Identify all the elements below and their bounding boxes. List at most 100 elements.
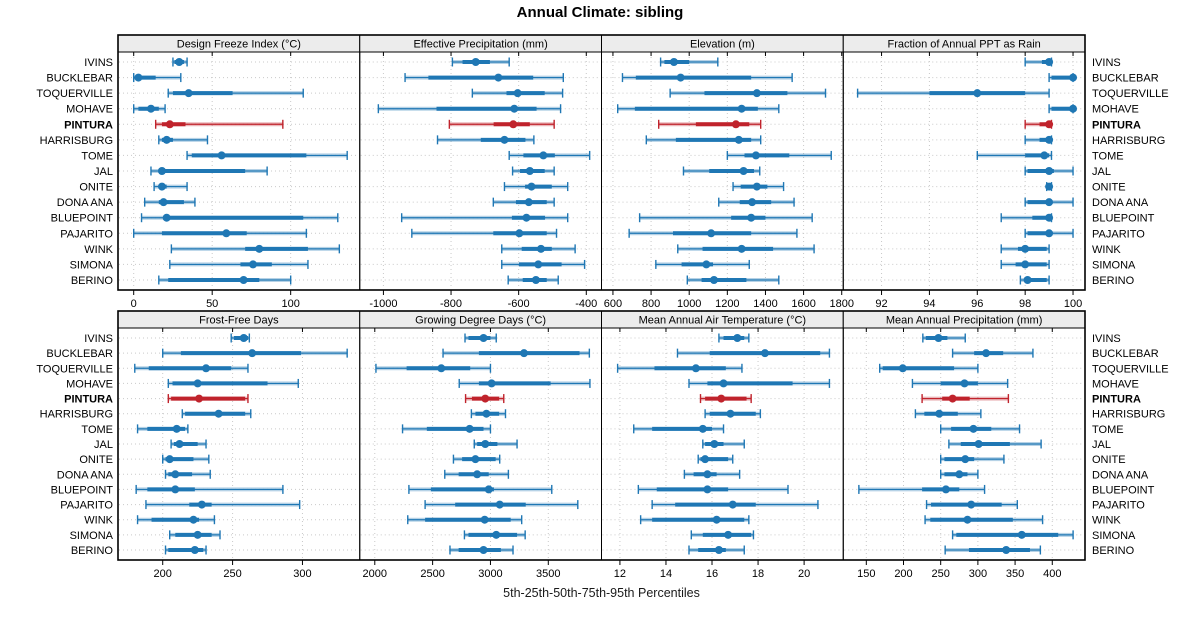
tick-label: 600 xyxy=(604,298,622,310)
percentile-row xyxy=(617,104,780,114)
station-label-left: JAL xyxy=(94,439,113,451)
tick-label: 300 xyxy=(969,568,987,580)
percentile-row xyxy=(911,378,1009,388)
station-label-right: MOHAVE xyxy=(1092,104,1139,116)
tick-label: 150 xyxy=(857,568,875,580)
station-label-left: MOHAVE xyxy=(66,378,113,390)
median-dot xyxy=(222,229,231,238)
median-dot xyxy=(239,334,248,342)
tick-label: 18 xyxy=(752,568,764,580)
median-dot xyxy=(1040,151,1049,160)
median-dot xyxy=(162,213,171,222)
percentile-row xyxy=(436,135,535,145)
panel-strip-title: Design Freeze Index (°C) xyxy=(177,39,301,51)
median-dot xyxy=(1045,198,1054,207)
tick-label: 100 xyxy=(281,298,299,310)
row-outline xyxy=(117,310,1086,561)
percentile-row xyxy=(682,166,761,176)
percentile-row xyxy=(939,454,1005,464)
percentile-row xyxy=(669,88,827,98)
median-dot xyxy=(165,120,174,129)
median-dot xyxy=(752,89,761,98)
percentile-row xyxy=(686,275,780,285)
station-label-left: JAL xyxy=(94,166,113,178)
panel: Mean Annual Precipitation (mm) 150 200 250 3… xyxy=(842,310,1086,580)
median-dot xyxy=(471,58,480,66)
station-label-right: BERINO xyxy=(1092,275,1135,287)
median-dot xyxy=(714,546,723,554)
percentile-row xyxy=(1024,119,1054,129)
percentile-row xyxy=(448,119,555,129)
percentile-row xyxy=(470,409,507,419)
tick-label: 2500 xyxy=(420,568,444,580)
median-dot xyxy=(494,73,503,82)
station-label-right: JAL xyxy=(1092,439,1111,451)
percentile-row xyxy=(1024,228,1074,238)
station-label-left: PAJARITO xyxy=(60,228,113,240)
station-label-right: IVINS xyxy=(1092,333,1121,345)
median-dot xyxy=(162,135,171,144)
percentile-row xyxy=(704,409,762,419)
percentile-row xyxy=(638,213,813,223)
median-dot xyxy=(539,151,548,160)
percentile-row xyxy=(688,545,745,555)
station-label-right: HARRISBURG xyxy=(1092,135,1165,147)
percentile-row xyxy=(401,424,492,434)
median-dot xyxy=(1045,120,1054,129)
percentile-row xyxy=(411,228,558,238)
median-dot xyxy=(702,260,711,269)
median-dot xyxy=(255,244,264,253)
median-dot xyxy=(709,276,718,284)
tick-label: 12 xyxy=(614,568,626,580)
percentile-row xyxy=(181,409,252,419)
station-label-left: WINK xyxy=(84,244,113,256)
percentile-row xyxy=(508,150,591,160)
panel: Elevation (m) 600 800 1000 1200 1400 1600 1800 xyxy=(601,34,854,310)
median-dot xyxy=(1023,276,1032,284)
percentile-row xyxy=(655,259,750,269)
percentile-row xyxy=(856,88,1050,98)
percentile-row xyxy=(473,439,518,449)
median-dot xyxy=(701,455,710,464)
percentile-row xyxy=(1048,104,1078,114)
median-dot xyxy=(1045,182,1054,191)
panel: Effective Precipitation (mm) -1000 -800 -60… xyxy=(359,34,602,310)
percentile-row xyxy=(169,259,309,269)
median-dot xyxy=(967,500,976,509)
station-label-right: PINTURA xyxy=(1092,394,1141,406)
tick-label: 250 xyxy=(932,568,950,580)
station-label-left: ONITE xyxy=(79,454,113,466)
median-dot xyxy=(703,485,712,494)
percentile-row xyxy=(471,88,564,98)
station-label-left: PINTURA xyxy=(64,394,113,406)
percentile-row xyxy=(858,484,986,494)
station-label-right: PINTURA xyxy=(1092,119,1141,131)
percentile-row xyxy=(186,150,348,160)
median-dot xyxy=(481,394,490,403)
axis-caption: 5th-25th-50th-75th-95th Percentiles xyxy=(503,586,700,600)
tick-label: -800 xyxy=(440,298,462,310)
median-dot xyxy=(193,379,202,388)
percentile-row xyxy=(167,394,249,404)
percentile-row xyxy=(645,135,762,145)
percentile-row xyxy=(444,469,510,479)
station-label-left: IVINS xyxy=(84,333,113,345)
station-label-left: BLUEPOINT xyxy=(51,484,114,496)
percentile-row xyxy=(458,378,591,388)
station-label-right: SIMONA xyxy=(1092,530,1136,542)
percentile-row xyxy=(503,182,569,192)
percentile-row xyxy=(718,333,750,343)
station-label-right: PAJARITO xyxy=(1092,500,1145,512)
median-dot xyxy=(969,424,978,433)
percentile-row xyxy=(688,378,831,388)
median-dot xyxy=(1045,213,1054,222)
median-dot xyxy=(175,440,184,448)
percentile-row xyxy=(616,363,743,373)
tick-label: 2000 xyxy=(363,568,387,580)
percentile-row xyxy=(702,439,745,449)
station-label-right: BERINO xyxy=(1092,545,1135,557)
percentile-row xyxy=(501,244,576,254)
median-dot xyxy=(197,500,206,509)
station-label-right: TOQUERVILLE xyxy=(1092,363,1169,375)
median-dot xyxy=(1045,229,1054,238)
